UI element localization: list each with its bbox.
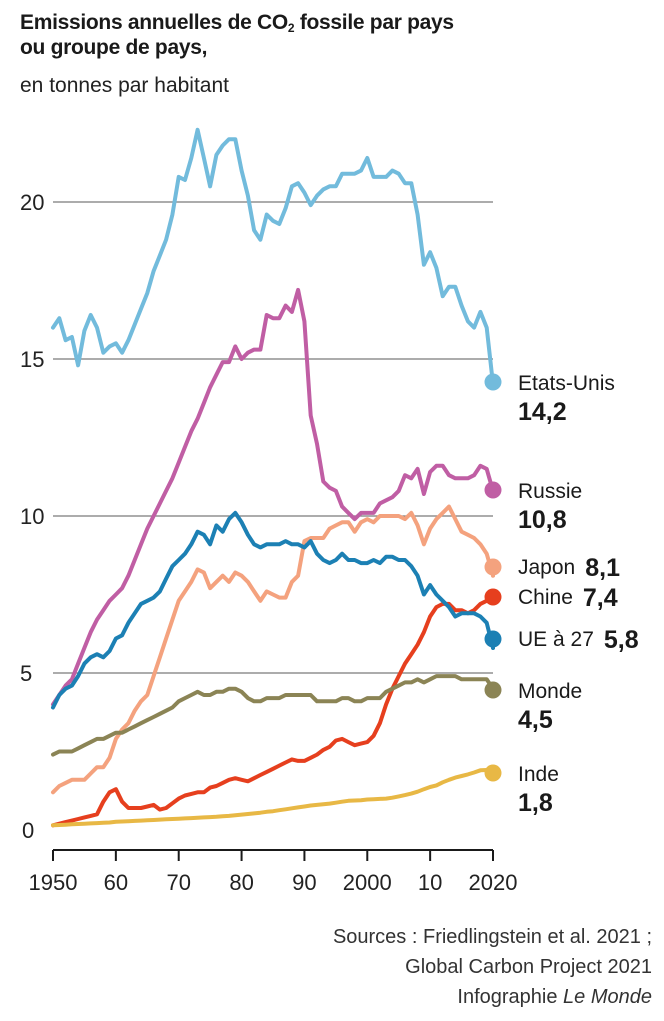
end-dot-monde (484, 681, 502, 699)
legend-value-japon: 8,1 (585, 554, 620, 582)
legend-value-monde: 4,5 (518, 706, 553, 734)
x-tick-label: 1950 (29, 870, 78, 895)
y-axis-tick-labels: 0 5 10 15 20 (20, 190, 44, 843)
chart-title-part1: Emissions annuelles de CO (20, 11, 288, 34)
x-tick-label: 70 (166, 870, 190, 895)
legend-label-ue-27: UE à 27 (518, 628, 594, 651)
legend-value-russie: 10,8 (518, 506, 567, 534)
credit-prefix: Infographie (457, 986, 564, 1008)
end-dot-russie (484, 481, 502, 499)
legend-label-etats-unis: Etats-Unis (518, 372, 615, 395)
source-note: Sources : Friedlingstein et al. 2021 ; G… (333, 922, 652, 1012)
end-dot-etats-unis (484, 373, 502, 391)
chart-title-subscript: 2 (287, 21, 295, 35)
legend-value-chine: 7,4 (583, 584, 618, 612)
x-tick-label: 80 (229, 870, 253, 895)
chart-title-part2: fossile par pays (294, 11, 454, 34)
x-axis: 1950 60 70 80 90 2000 10 2020 (29, 849, 518, 895)
y-tick-label: 0 (22, 818, 34, 843)
legend-label-inde: Inde (518, 763, 559, 786)
legend-label-russie: Russie (518, 480, 582, 503)
series-line-monde (51, 674, 495, 757)
chart-title-line2: ou groupe de pays, (20, 36, 208, 59)
legend-value-etats-unis: 14,2 (518, 398, 567, 426)
source-line-3: Infographie Le Monde (333, 982, 652, 1012)
series-lines (51, 127, 495, 828)
series-line-japon (51, 504, 495, 795)
y-tick-label: 10 (20, 504, 44, 529)
x-tick-label: 60 (104, 870, 128, 895)
end-dot-japon (484, 558, 502, 576)
end-dot-chine (484, 588, 502, 606)
x-tick-label: 2000 (343, 870, 392, 895)
source-line-2: Global Carbon Project 2021 (405, 956, 652, 978)
legend-value-inde: 1,8 (518, 789, 553, 817)
legend-label-monde: Monde (518, 680, 582, 703)
y-tick-label: 5 (20, 661, 32, 686)
legend-label-chine: Chine (518, 586, 573, 609)
series-line-inde (51, 768, 495, 828)
chart-title: Emissions annuelles de CO2 fossile par p… (20, 10, 454, 60)
source-line-1: Sources : Friedlingstein et al. 2021 ; (332, 926, 652, 948)
y-tick-label: 15 (20, 347, 44, 372)
series-line-chine (51, 595, 495, 828)
x-tick-label: 10 (418, 870, 442, 895)
x-tick-label: 2020 (469, 870, 518, 895)
credit-publication: Le Monde (563, 986, 652, 1008)
y-tick-label: 20 (20, 190, 44, 215)
series-line-ue-27 (51, 510, 495, 710)
chart-subtitle: en tonnes par habitant (20, 74, 229, 97)
series-line-russie (51, 287, 495, 707)
end-dot-ue-27 (484, 630, 502, 648)
legend-value-ue-27: 5,8 (604, 626, 639, 654)
grid-lines (53, 201, 493, 674)
legend: Etats-Unis 14,2 Russie 10,8 Japon 8,1 Chine 7,4… (484, 372, 639, 817)
legend-label-japon: Japon (518, 556, 575, 579)
series-line-etats-unis (51, 127, 495, 387)
end-dot-inde (484, 764, 502, 782)
x-tick-label: 90 (292, 870, 316, 895)
